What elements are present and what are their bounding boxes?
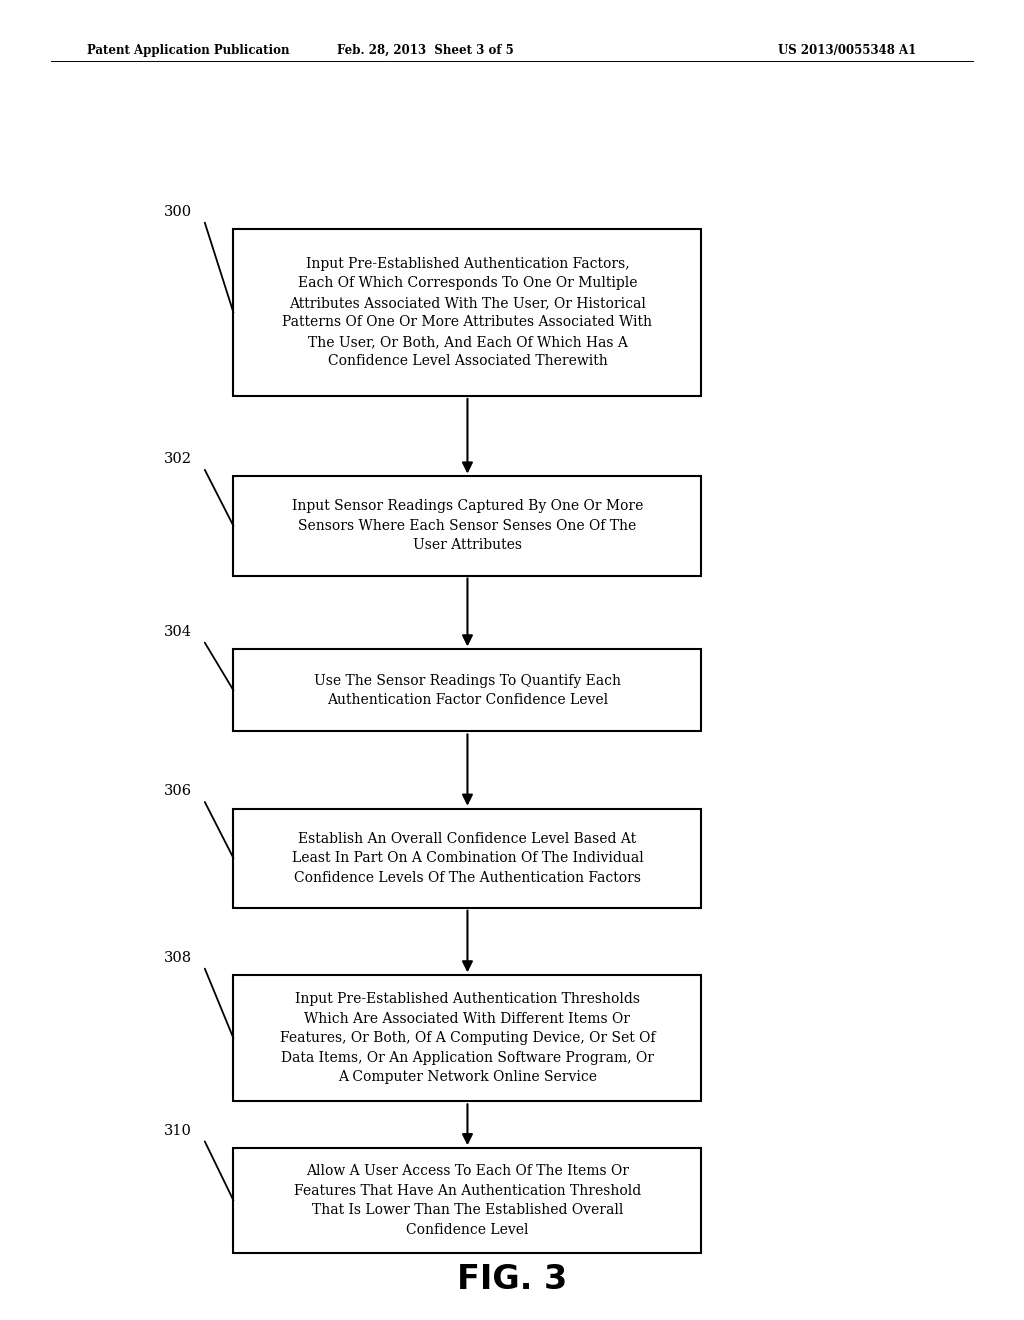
Text: Feb. 28, 2013  Sheet 3 of 5: Feb. 28, 2013 Sheet 3 of 5 xyxy=(337,44,513,57)
Text: FIG. 3: FIG. 3 xyxy=(457,1263,567,1296)
Text: 308: 308 xyxy=(164,950,191,965)
Text: Input Pre-Established Authentication Factors,
Each Of Which Corresponds To One O: Input Pre-Established Authentication Fac… xyxy=(283,257,652,368)
Text: 302: 302 xyxy=(164,451,191,466)
Text: Input Pre-Established Authentication Thresholds
Which Are Associated With Differ: Input Pre-Established Authentication Thr… xyxy=(280,993,655,1084)
Text: US 2013/0055348 A1: US 2013/0055348 A1 xyxy=(778,44,916,57)
Text: 304: 304 xyxy=(164,624,191,639)
Text: Allow A User Access To Each Of The Items Or
Features That Have An Authentication: Allow A User Access To Each Of The Items… xyxy=(294,1164,641,1237)
Text: 310: 310 xyxy=(164,1123,191,1138)
Text: 300: 300 xyxy=(164,205,191,219)
Text: 306: 306 xyxy=(164,784,191,799)
Text: Use The Sensor Readings To Quantify Each
Authentication Factor Confidence Level: Use The Sensor Readings To Quantify Each… xyxy=(314,673,621,708)
Text: Establish An Overall Confidence Level Based At
Least In Part On A Combination Of: Establish An Overall Confidence Level Ba… xyxy=(292,832,643,884)
Text: Patent Application Publication: Patent Application Publication xyxy=(87,44,290,57)
Text: Input Sensor Readings Captured By One Or More
Sensors Where Each Sensor Senses O: Input Sensor Readings Captured By One Or… xyxy=(292,499,643,553)
